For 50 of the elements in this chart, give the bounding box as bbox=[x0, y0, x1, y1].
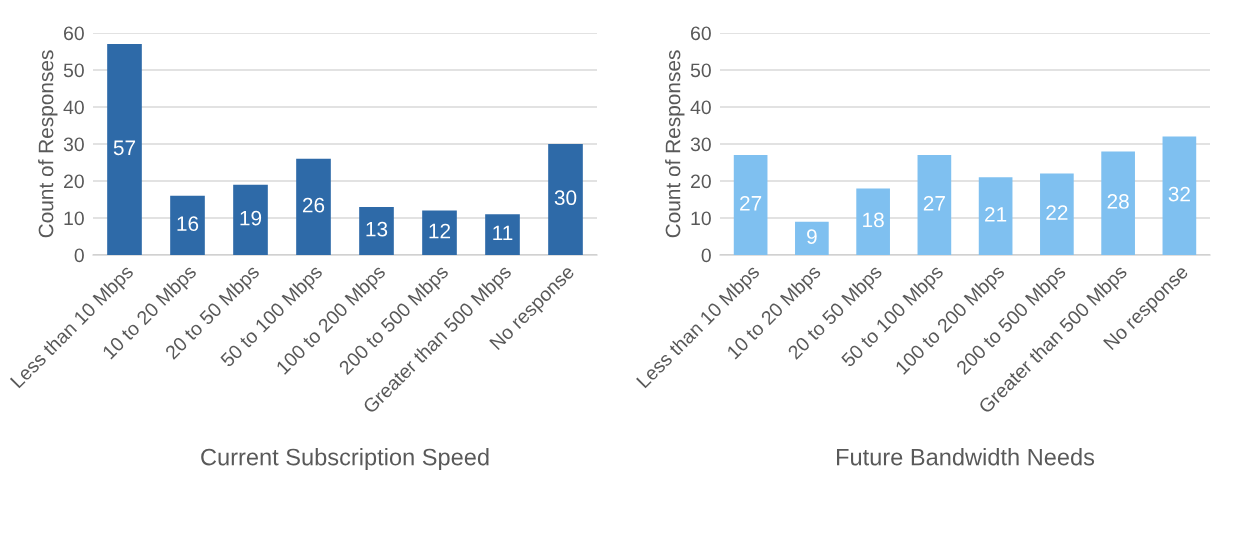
bar bbox=[917, 155, 952, 255]
data-label: 13 bbox=[366, 221, 388, 237]
bar bbox=[233, 184, 268, 255]
data-label: 12 bbox=[429, 223, 451, 239]
bar bbox=[107, 44, 142, 255]
y-tick-label: 20 bbox=[691, 174, 711, 189]
data-label: 30 bbox=[554, 190, 577, 206]
bar bbox=[485, 214, 520, 255]
x-axis-title: Future Bandwidth Needs bbox=[837, 448, 1095, 466]
y-tick-label: 60 bbox=[691, 26, 711, 41]
data-label: 28 bbox=[1107, 194, 1129, 209]
y-tick-label: 50 bbox=[63, 63, 84, 78]
data-label: 18 bbox=[863, 212, 884, 228]
y-tick-label: 30 bbox=[690, 137, 711, 152]
y-tick-label: 60 bbox=[64, 26, 84, 41]
data-label: 27 bbox=[923, 195, 945, 211]
y-tick-label: 20 bbox=[64, 174, 84, 189]
y-tick-label: 40 bbox=[690, 100, 711, 115]
data-label: 32 bbox=[1168, 186, 1190, 202]
bar bbox=[978, 177, 1013, 255]
y-tick-label: 10 bbox=[691, 211, 711, 226]
data-label: 16 bbox=[177, 216, 199, 231]
y-axis-title: Count of Responses bbox=[665, 50, 685, 238]
bar bbox=[1040, 173, 1074, 255]
bar bbox=[795, 221, 829, 255]
data-label: 57 bbox=[113, 140, 136, 156]
bar bbox=[1101, 151, 1135, 255]
y-tick-label: 50 bbox=[690, 63, 711, 78]
bar bbox=[548, 144, 583, 255]
y-axis-title: Count of Responses bbox=[38, 50, 58, 238]
bar bbox=[733, 155, 768, 255]
data-label: 21 bbox=[985, 206, 1007, 222]
y-tick-label: 0 bbox=[701, 248, 711, 263]
data-label: 22 bbox=[1046, 205, 1068, 220]
bar bbox=[170, 195, 205, 255]
data-label: 19 bbox=[240, 210, 262, 226]
y-tick-label: 10 bbox=[64, 211, 84, 226]
data-label: 26 bbox=[302, 197, 325, 213]
data-label: 27 bbox=[740, 195, 762, 211]
y-tick-label: 40 bbox=[63, 100, 84, 115]
data-label: 11 bbox=[493, 225, 513, 241]
bar bbox=[422, 210, 457, 255]
y-tick-label: 30 bbox=[63, 137, 84, 152]
bar bbox=[856, 188, 890, 255]
data-label: 9 bbox=[807, 229, 817, 244]
bar bbox=[296, 158, 331, 255]
x-axis-title: Current Subscription Speed bbox=[201, 448, 489, 471]
y-tick-label: 0 bbox=[74, 248, 84, 263]
bar bbox=[359, 206, 394, 255]
bar bbox=[1162, 136, 1197, 255]
